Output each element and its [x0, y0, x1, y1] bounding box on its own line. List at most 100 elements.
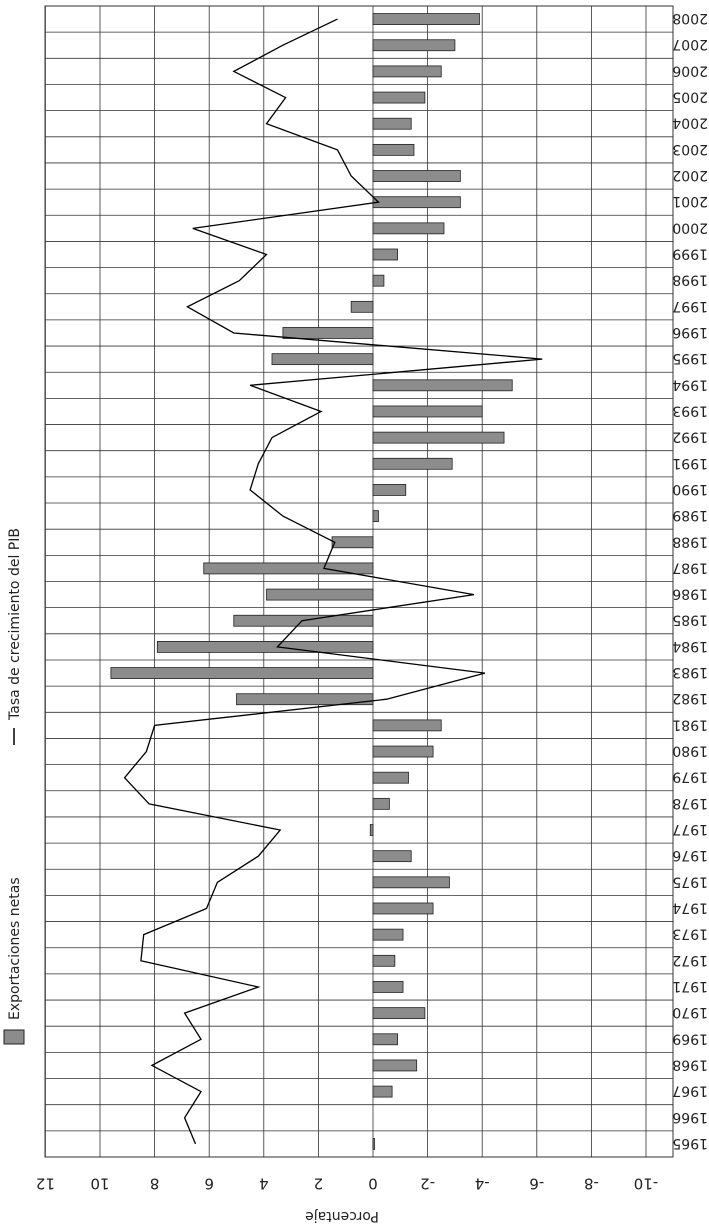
- bar-1983: [110, 667, 374, 679]
- year-tick-label: 1972: [672, 952, 708, 968]
- year-tick-label: 1967: [672, 1083, 708, 1099]
- year-tick-label: 1980: [672, 743, 708, 759]
- year-tick-label: 1973: [672, 926, 708, 942]
- year-tick-label: 1969: [672, 1030, 708, 1046]
- bar-1993: [372, 405, 483, 418]
- bar-1971: [372, 981, 404, 993]
- year-tick-label: 1978: [672, 795, 708, 811]
- bar-1984: [156, 641, 374, 653]
- year-tick-label: 2004: [672, 115, 708, 131]
- x-tick-label: -2: [420, 1175, 435, 1193]
- year-tick-label: 1982: [672, 690, 708, 706]
- year-tick-label: 1997: [672, 298, 708, 314]
- bar-1997: [350, 300, 374, 313]
- bar-1996: [282, 327, 374, 339]
- bar-1967: [372, 1085, 393, 1098]
- x-tick-label: 6: [204, 1175, 214, 1193]
- bar-1981: [372, 719, 442, 732]
- x-tick-label: 2: [314, 1175, 324, 1193]
- bar-1987: [203, 562, 374, 575]
- bar-1982: [236, 693, 374, 706]
- bar-2001: [372, 196, 461, 209]
- x-tick-label: 4: [259, 1175, 269, 1193]
- bar-2000: [372, 222, 445, 235]
- bar-1974: [372, 902, 434, 915]
- year-tick-label: 2008: [672, 10, 708, 26]
- x-tick-label: 10: [90, 1175, 109, 1193]
- bar-1970: [372, 1007, 426, 1020]
- x-tick-label: -4: [475, 1175, 490, 1193]
- grid: [44, 5, 674, 1158]
- bar-1980: [372, 745, 434, 758]
- year-tick-label: 1994: [672, 376, 708, 392]
- year-tick-label: 1968: [672, 1056, 708, 1072]
- year-tick-label: 1990: [672, 481, 708, 497]
- bar-2008: [372, 13, 480, 25]
- year-tick-label: 1985: [672, 612, 708, 628]
- bars: [110, 13, 513, 1150]
- x-tick-label: -10: [634, 1175, 659, 1193]
- bar-1976: [372, 850, 412, 863]
- x-tick-label: 0: [368, 1175, 378, 1193]
- year-tick-label: 1993: [672, 403, 708, 419]
- bar-1978: [372, 797, 390, 810]
- bar-1994: [372, 379, 513, 392]
- legend-bar-swatch: [3, 1029, 25, 1045]
- year-tick-label: 1991: [672, 455, 708, 471]
- year-tick-label: 1974: [672, 900, 708, 916]
- year-tick-label: 2000: [672, 219, 708, 235]
- bar-1998: [372, 274, 385, 287]
- bar-1992: [372, 431, 505, 444]
- year-tick-label: 1965: [672, 1135, 708, 1151]
- year-tick-label: 2005: [672, 89, 708, 105]
- year-tick-label: 1998: [672, 272, 708, 288]
- year-tick-labels: 1965 1966 1967 1968 1969 1970 1971 1972 1973 1974…: [672, 10, 708, 1151]
- year-tick-label: 1977: [672, 821, 708, 837]
- x-tick-label: 12: [36, 1175, 55, 1193]
- bar-1968: [372, 1059, 418, 1072]
- year-tick-label: 2007: [672, 36, 708, 52]
- year-tick-label: 1986: [672, 586, 708, 602]
- bar-1988: [331, 536, 374, 549]
- bar-2003: [372, 143, 415, 156]
- year-tick-label: 1975: [672, 873, 708, 889]
- year-tick-label: 2001: [672, 193, 708, 209]
- year-tick-label: 2002: [672, 167, 708, 183]
- bar-1977: [369, 824, 374, 836]
- year-tick-label: 1970: [672, 1004, 708, 1020]
- year-tick-label: 2003: [672, 141, 708, 157]
- gdp-growth-line: [123, 18, 543, 1145]
- bar-1999: [372, 248, 398, 261]
- year-tick-label: 1988: [672, 533, 708, 549]
- bar-1972: [372, 954, 396, 967]
- bar-2006: [372, 65, 442, 78]
- year-tick-label: 1981: [672, 716, 708, 732]
- x-axis-ticks: 12 10 8 6 4 2 0 -2 -4 -6 -8 -10: [36, 1175, 658, 1193]
- year-tick-label: 1976: [672, 847, 708, 863]
- x-tick-label: -8: [584, 1175, 599, 1193]
- bar-1975: [372, 876, 450, 889]
- year-tick-label: 1984: [672, 638, 708, 654]
- year-tick-label: 1983: [672, 664, 708, 680]
- bar-2004: [372, 117, 412, 130]
- bar-2002: [372, 170, 461, 182]
- year-tick-label: 1989: [672, 507, 708, 523]
- gdp-line: [123, 18, 543, 1145]
- year-tick-label: 1995: [672, 350, 708, 366]
- x-tick-label: -6: [529, 1175, 544, 1193]
- bar-1989: [372, 510, 379, 522]
- bar-1965: [372, 1138, 375, 1150]
- legend-bar-label: Exportaciones netas: [7, 877, 23, 1020]
- bar-1995: [271, 353, 374, 366]
- year-tick-label: 1987: [672, 559, 708, 575]
- year-tick-label: 1979: [672, 769, 708, 785]
- year-tick-label: 1992: [672, 429, 708, 445]
- year-tick-label: 1996: [672, 324, 708, 340]
- x-axis-label: Porcentaje: [305, 1208, 379, 1224]
- year-tick-label: 1999: [672, 246, 708, 262]
- x-tick-label: 8: [150, 1175, 160, 1193]
- legend-line-label: Tasa de crecimiento del PIB: [7, 528, 23, 721]
- year-tick-label: 1966: [672, 1109, 708, 1125]
- bar-1991: [372, 457, 453, 470]
